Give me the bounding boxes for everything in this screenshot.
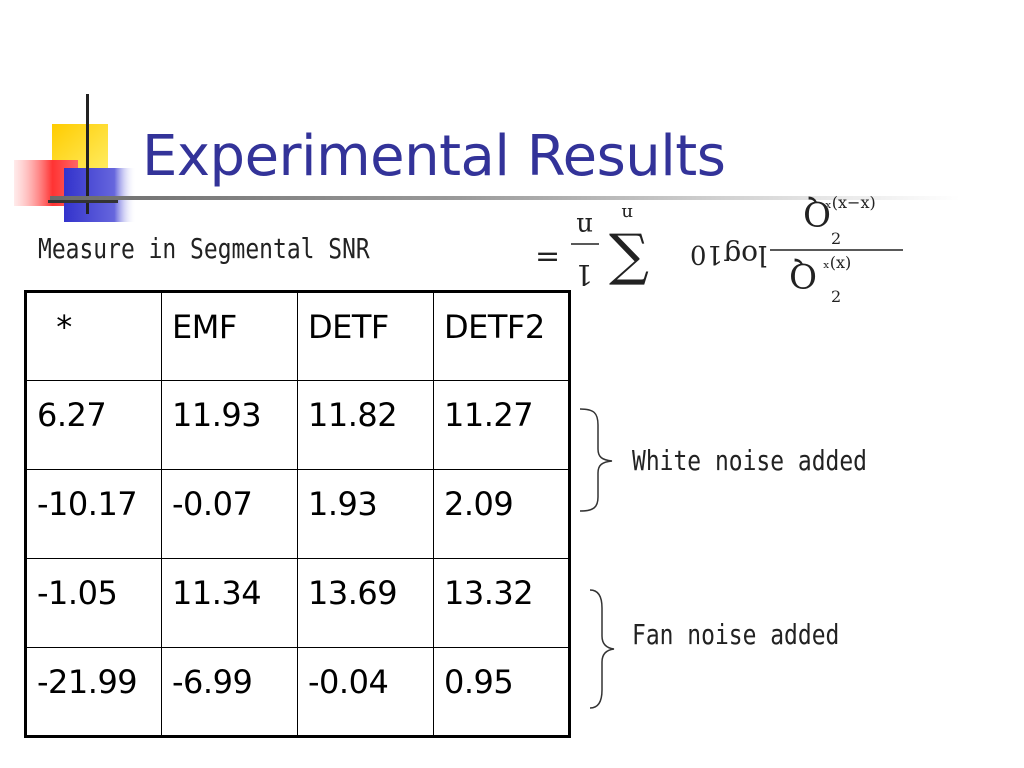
formula-frac-den: n: [576, 211, 593, 241]
formula-num-main: Q: [803, 193, 831, 233]
segmental-snr-formula: = 1 n ∑ n log 10 Q ₓ(x−x) 2 Q ₓ(x) 2: [535, 193, 903, 306]
formula-frac-num: 1: [575, 258, 593, 291]
formula-den-sub: 2: [831, 287, 841, 306]
table-row: -10.17 -0.07 1.93 2.09: [25, 469, 570, 559]
table-cell: -0.07: [161, 469, 298, 559]
table-cell: -10.17: [25, 469, 162, 559]
formula-num-sub: 2: [831, 229, 841, 248]
table-cell: 11.82: [297, 380, 434, 470]
title-divider: [50, 196, 960, 200]
results-table: * EMF DETF DETF2 6.27 11.93 11.82 11.27 …: [24, 290, 571, 738]
slide-logo-icon: [14, 94, 136, 222]
formula-equals: =: [535, 239, 560, 274]
fan-noise-label: Fan noise added: [632, 618, 840, 651]
header-cell: EMF: [161, 291, 298, 381]
table-row: -1.05 11.34 13.69 13.32: [25, 558, 570, 648]
table-cell: -6.99: [161, 647, 298, 737]
fan-noise-brace-icon: [589, 589, 615, 709]
white-noise-label: White noise added: [632, 444, 867, 477]
formula-log-base: 10: [690, 239, 723, 269]
table-cell: -21.99: [25, 647, 162, 737]
table-header-row: * EMF DETF DETF2: [25, 291, 570, 381]
white-noise-brace-icon: [579, 408, 613, 512]
formula-num-sup: ₓ(x−x): [825, 193, 876, 212]
formula-log: log: [723, 239, 767, 272]
formula-den-main: Q: [789, 255, 817, 295]
table-cell: 13.32: [433, 558, 570, 648]
table-cell: 6.27: [25, 380, 162, 470]
measure-label: Measure in Segmental SNR: [38, 232, 370, 265]
table-row: -21.99 -6.99 -0.04 0.95: [25, 647, 570, 737]
formula-sum: ∑: [609, 223, 649, 288]
header-cell: *: [25, 291, 162, 381]
formula-den-sup: ₓ(x): [823, 253, 851, 272]
header-cell: DETF2: [433, 291, 570, 381]
table-cell: 11.34: [161, 558, 298, 648]
table-cell: 13.69: [297, 558, 434, 648]
table-cell: -0.04: [297, 647, 434, 737]
table-row: 6.27 11.93 11.82 11.27: [25, 380, 570, 470]
table-cell: 11.27: [433, 380, 570, 470]
slide-title: Experimental Results: [142, 124, 726, 189]
table-cell: 0.95: [433, 647, 570, 737]
table-cell: -1.05: [25, 558, 162, 648]
formula-sum-upper: n: [621, 203, 633, 224]
table-cell: 11.93: [161, 380, 298, 470]
table-cell: 2.09: [433, 469, 570, 559]
table-cell: 1.93: [297, 469, 434, 559]
header-cell: DETF: [297, 291, 434, 381]
